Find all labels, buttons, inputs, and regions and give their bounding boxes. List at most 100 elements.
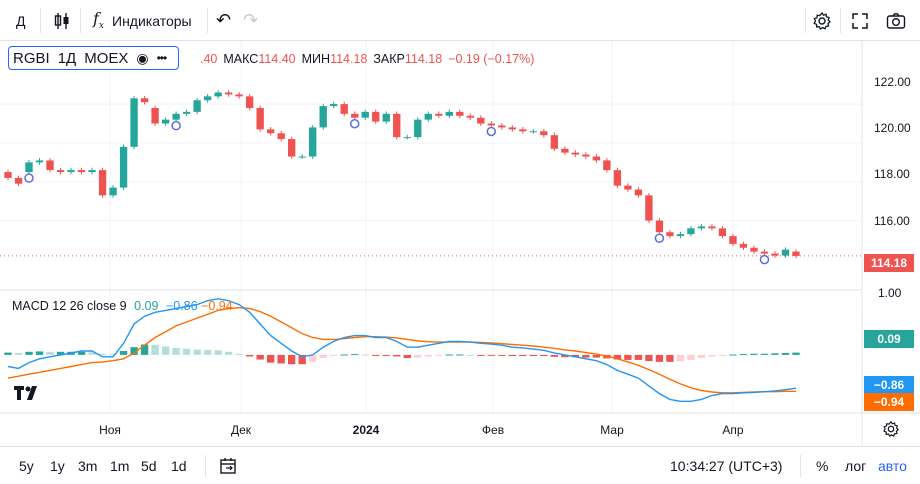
range-1d-button[interactable]: 1d	[171, 457, 187, 474]
price-chart[interactable]	[0, 41, 920, 446]
candle-body	[88, 170, 96, 173]
histogram-bar	[466, 354, 474, 356]
candles-layer	[4, 90, 800, 265]
candle-body	[56, 170, 65, 173]
more-dots-icon[interactable]: •••	[156, 51, 168, 65]
calendar-icon[interactable]	[219, 447, 237, 484]
candle-body	[330, 104, 338, 107]
histogram-bar	[729, 354, 737, 356]
histogram-bar	[676, 354, 685, 362]
price-tick: 122.00	[874, 75, 911, 89]
eye-icon[interactable]: ◉	[136, 49, 149, 66]
log-toggle[interactable]: лог	[845, 457, 867, 474]
undo-icon[interactable]: ↶	[216, 10, 232, 30]
candle-body	[298, 156, 306, 158]
candle-body	[424, 113, 432, 120]
indicators-button[interactable]: fx Индикаторы	[93, 0, 192, 41]
symbol-interval: 1Д	[57, 49, 77, 67]
low-label: МИН	[301, 52, 331, 66]
dividend-marker	[24, 173, 34, 183]
range-1y-button[interactable]: 1y	[50, 457, 65, 474]
chart-type-button[interactable]	[53, 0, 71, 41]
histogram-bar	[582, 354, 590, 358]
histogram-bar	[613, 354, 622, 360]
symbol-exchange: MOEX	[84, 49, 129, 67]
histogram-bar	[340, 354, 348, 356]
range-5d-button[interactable]: 5d	[141, 457, 157, 474]
percent-toggle[interactable]: %	[816, 457, 829, 474]
range-5y-button[interactable]: 5y	[19, 457, 34, 474]
histogram-bar	[88, 352, 96, 355]
time-label: Фев	[481, 423, 505, 437]
dividend-marker	[654, 233, 665, 243]
clock-time[interactable]: 10:34:27 (UTC+3)	[670, 457, 783, 474]
candle-body	[540, 131, 548, 136]
histogram-bar	[760, 353, 769, 355]
time-label: Мар	[600, 423, 624, 437]
macd-name: MACD 12 26 close 9	[12, 299, 127, 313]
histogram-bar	[309, 354, 317, 362]
function-icon: fx	[93, 9, 104, 32]
range-1m-button[interactable]: 1m	[110, 457, 130, 474]
candle-body	[309, 127, 317, 157]
histogram-bar	[445, 354, 453, 356]
macd-tag: 0.09	[864, 330, 914, 348]
price-tick: 116.00	[874, 214, 910, 228]
open-value: .40	[200, 52, 218, 66]
time-label: 2024	[352, 423, 380, 437]
histogram-bar	[14, 352, 23, 355]
candle-body	[760, 251, 769, 254]
camera-snapshot-icon[interactable]	[886, 0, 906, 41]
histogram-bar	[193, 349, 201, 355]
candle-body	[266, 129, 275, 134]
fullscreen-icon[interactable]	[851, 0, 869, 41]
histogram-bar	[46, 351, 54, 355]
toolbar-divider	[805, 8, 806, 33]
candle-body	[382, 113, 390, 122]
signal-tag: −0.86	[864, 376, 914, 394]
histogram-bar	[109, 354, 117, 356]
candle-body	[77, 170, 86, 173]
histogram-bar	[592, 354, 601, 358]
indicators-label: Индикаторы	[112, 12, 192, 29]
symbol-name: RGBI	[13, 49, 50, 67]
settings-gear-icon[interactable]	[812, 0, 832, 41]
auto-toggle[interactable]: авто	[878, 457, 907, 474]
histogram-bar	[182, 348, 191, 355]
candle-body	[182, 111, 191, 114]
redo-icon[interactable]: ↷	[243, 10, 259, 30]
axis-settings-gear-icon[interactable]	[882, 420, 900, 443]
histogram-bar	[56, 351, 65, 355]
macd-legend[interactable]: MACD 12 26 close 9 0.09 −0.86 −0.94	[12, 299, 233, 313]
histogram-bar	[393, 354, 401, 357]
candle-body	[393, 113, 401, 138]
candle-body	[151, 108, 159, 124]
candle-body	[781, 249, 790, 256]
signal-value: −0.86	[165, 299, 198, 313]
candle-body	[224, 92, 233, 95]
histogram-bar	[245, 354, 254, 357]
bottom-toolbar: 5y 1y 3m 1m 5d 1d 10:34:27 (UTC+3) % лог…	[0, 446, 920, 484]
histogram-bar	[288, 354, 296, 365]
candle-body	[214, 92, 222, 97]
grid-lines	[0, 41, 862, 413]
candle-body	[403, 137, 411, 139]
candle-body	[140, 98, 149, 103]
histogram-bar	[561, 354, 569, 358]
candle-body	[718, 228, 727, 237]
histogram-bar	[119, 351, 128, 355]
histogram-bar	[330, 354, 338, 356]
interval-button[interactable]: Д	[16, 12, 26, 29]
range-3m-button[interactable]: 3m	[78, 457, 98, 474]
candle-body	[697, 226, 706, 229]
histogram-bar	[540, 354, 548, 357]
candle-body	[319, 106, 327, 128]
toolbar-divider	[40, 8, 41, 33]
dividend-marker	[759, 254, 770, 265]
symbol-legend[interactable]: RGBI 1Д MOEX ◉ •••	[8, 46, 180, 70]
histogram-bar	[203, 349, 212, 355]
candle-body	[498, 125, 506, 128]
dividend-marker	[349, 118, 360, 129]
close-value: 114.18	[404, 52, 443, 66]
ohlc-values: .40 МАКС114.40 МИН114.18 ЗАКР114.18 −0.19 (−…	[200, 52, 540, 66]
